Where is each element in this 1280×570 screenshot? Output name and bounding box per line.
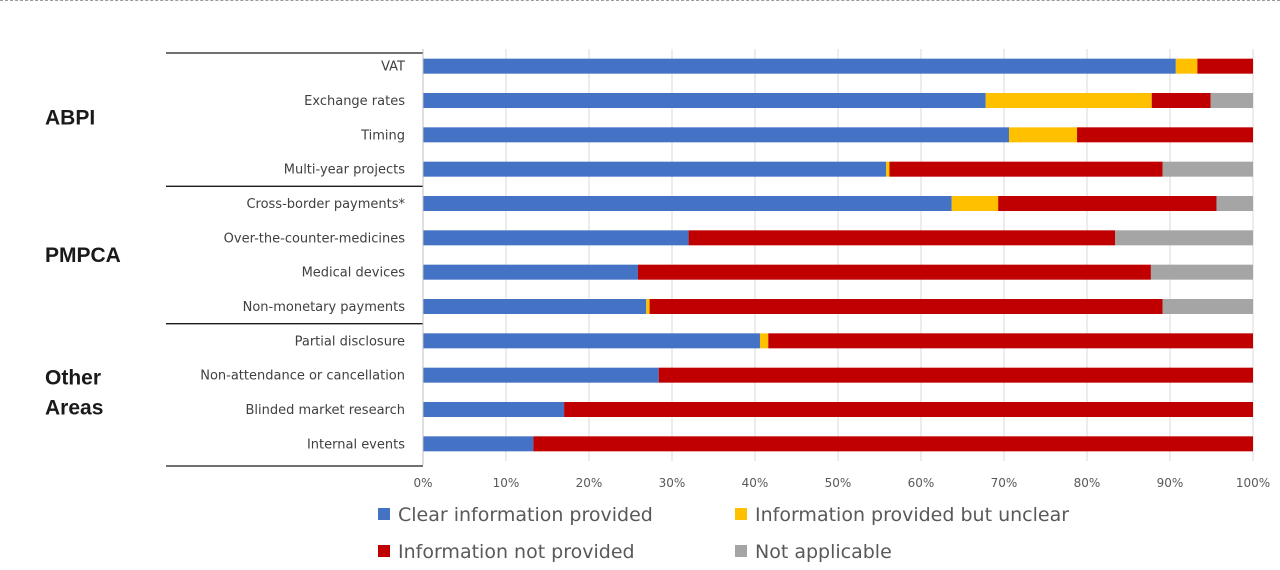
category-label: Non-attendance or cancellation — [200, 369, 405, 384]
category-label: Blinded market research — [245, 403, 405, 418]
bar-clear-information-provided — [423, 127, 1009, 143]
legend-label: Information not provided — [398, 541, 635, 563]
bar-clear-information-provided — [423, 230, 689, 246]
group-label: ABPI — [45, 107, 95, 130]
x-tick-label: 20% — [576, 476, 603, 490]
bar-information-not-provided — [1197, 58, 1253, 74]
bar-information-not-provided — [889, 161, 1163, 177]
legend-swatch — [378, 508, 390, 520]
group-label: Areas — [45, 396, 103, 419]
category-label: Cross-border payments* — [246, 197, 405, 212]
bar-information-not-provided — [768, 333, 1253, 349]
category-label: VAT — [381, 60, 405, 75]
bar-clear-information-provided — [423, 367, 659, 383]
legend-label: Information provided but unclear — [755, 504, 1069, 526]
bar-information-not-provided — [637, 264, 1151, 280]
legend-swatch — [735, 508, 747, 520]
group-dividers — [166, 52, 423, 467]
x-tick-label: 60% — [908, 476, 935, 490]
bar-not-applicable — [1210, 93, 1253, 108]
category-label: Exchange rates — [304, 94, 405, 109]
category-label: Partial disclosure — [295, 334, 405, 349]
legend-label: Clear information provided — [398, 504, 653, 526]
legend-label: Not applicable — [755, 541, 892, 563]
bar-not-applicable — [1162, 161, 1253, 177]
gridlines — [505, 49, 1254, 461]
bar-clear-information-provided — [423, 299, 647, 314]
bar-information-provided-but-unclear — [1008, 127, 1078, 143]
x-tick-label: 10% — [493, 476, 520, 490]
x-tick-label: 50% — [825, 476, 852, 490]
category-label: Timing — [360, 128, 405, 143]
bars — [423, 58, 1253, 452]
legend-swatch — [735, 545, 747, 557]
bar-not-applicable — [1115, 230, 1253, 246]
x-tick-label: 80% — [1074, 476, 1101, 490]
bar-not-applicable — [1162, 299, 1253, 314]
bar-information-not-provided — [1151, 93, 1211, 108]
bar-information-not-provided — [998, 196, 1217, 211]
group-labels: ABPI PMPCA Other Areas — [45, 107, 121, 420]
category-label: Multi-year projects — [284, 163, 405, 178]
bar-clear-information-provided — [423, 93, 986, 108]
bar-clear-information-provided — [423, 58, 1176, 74]
bar-information-provided-but-unclear — [886, 161, 890, 177]
category-labels: VAT Exchange rates Timing Multi-year projec… — [200, 60, 405, 453]
bar-information-not-provided — [658, 367, 1253, 383]
bar-information-provided-but-unclear — [646, 299, 650, 314]
legend: Clear information provided Information pr… — [378, 504, 1069, 563]
bar-not-applicable — [1216, 196, 1253, 211]
x-tick-label: 40% — [742, 476, 769, 490]
bar-information-provided-but-unclear — [1175, 58, 1198, 74]
group-label: PMPCA — [45, 244, 121, 267]
bar-information-not-provided — [533, 436, 1253, 452]
x-tick-label: 30% — [659, 476, 686, 490]
bar-information-not-provided — [564, 402, 1253, 417]
category-label: Non-monetary payments — [243, 300, 406, 315]
bar-information-provided-but-unclear — [985, 93, 1152, 108]
group-label: Other — [45, 366, 101, 389]
bar-clear-information-provided — [423, 436, 534, 452]
bar-information-provided-but-unclear — [759, 333, 769, 349]
x-tick-label: 0% — [413, 476, 432, 490]
bar-information-not-provided — [1077, 127, 1253, 143]
dashed-frame-edge — [0, 0, 1280, 1]
bar-information-not-provided — [649, 299, 1163, 314]
x-tick-label: 90% — [1157, 476, 1184, 490]
x-axis: 0% 10% 20% 30% 40% 50% 60% 70% 80% 90% 100% — [413, 49, 1270, 490]
bar-clear-information-provided — [423, 402, 565, 417]
legend-swatch — [378, 545, 390, 557]
bar-not-applicable — [1150, 264, 1253, 280]
x-tick-label: 70% — [991, 476, 1018, 490]
bar-clear-information-provided — [423, 161, 887, 177]
bar-clear-information-provided — [423, 264, 638, 280]
bar-clear-information-provided — [423, 196, 952, 211]
category-label: Over-the-counter-medicines — [224, 231, 406, 246]
x-tick-label: 100% — [1236, 476, 1270, 490]
bar-information-not-provided — [688, 230, 1116, 246]
category-label: Internal events — [307, 437, 405, 452]
bar-clear-information-provided — [423, 333, 760, 349]
category-label: Medical devices — [302, 266, 406, 281]
bar-information-provided-but-unclear — [951, 196, 999, 211]
